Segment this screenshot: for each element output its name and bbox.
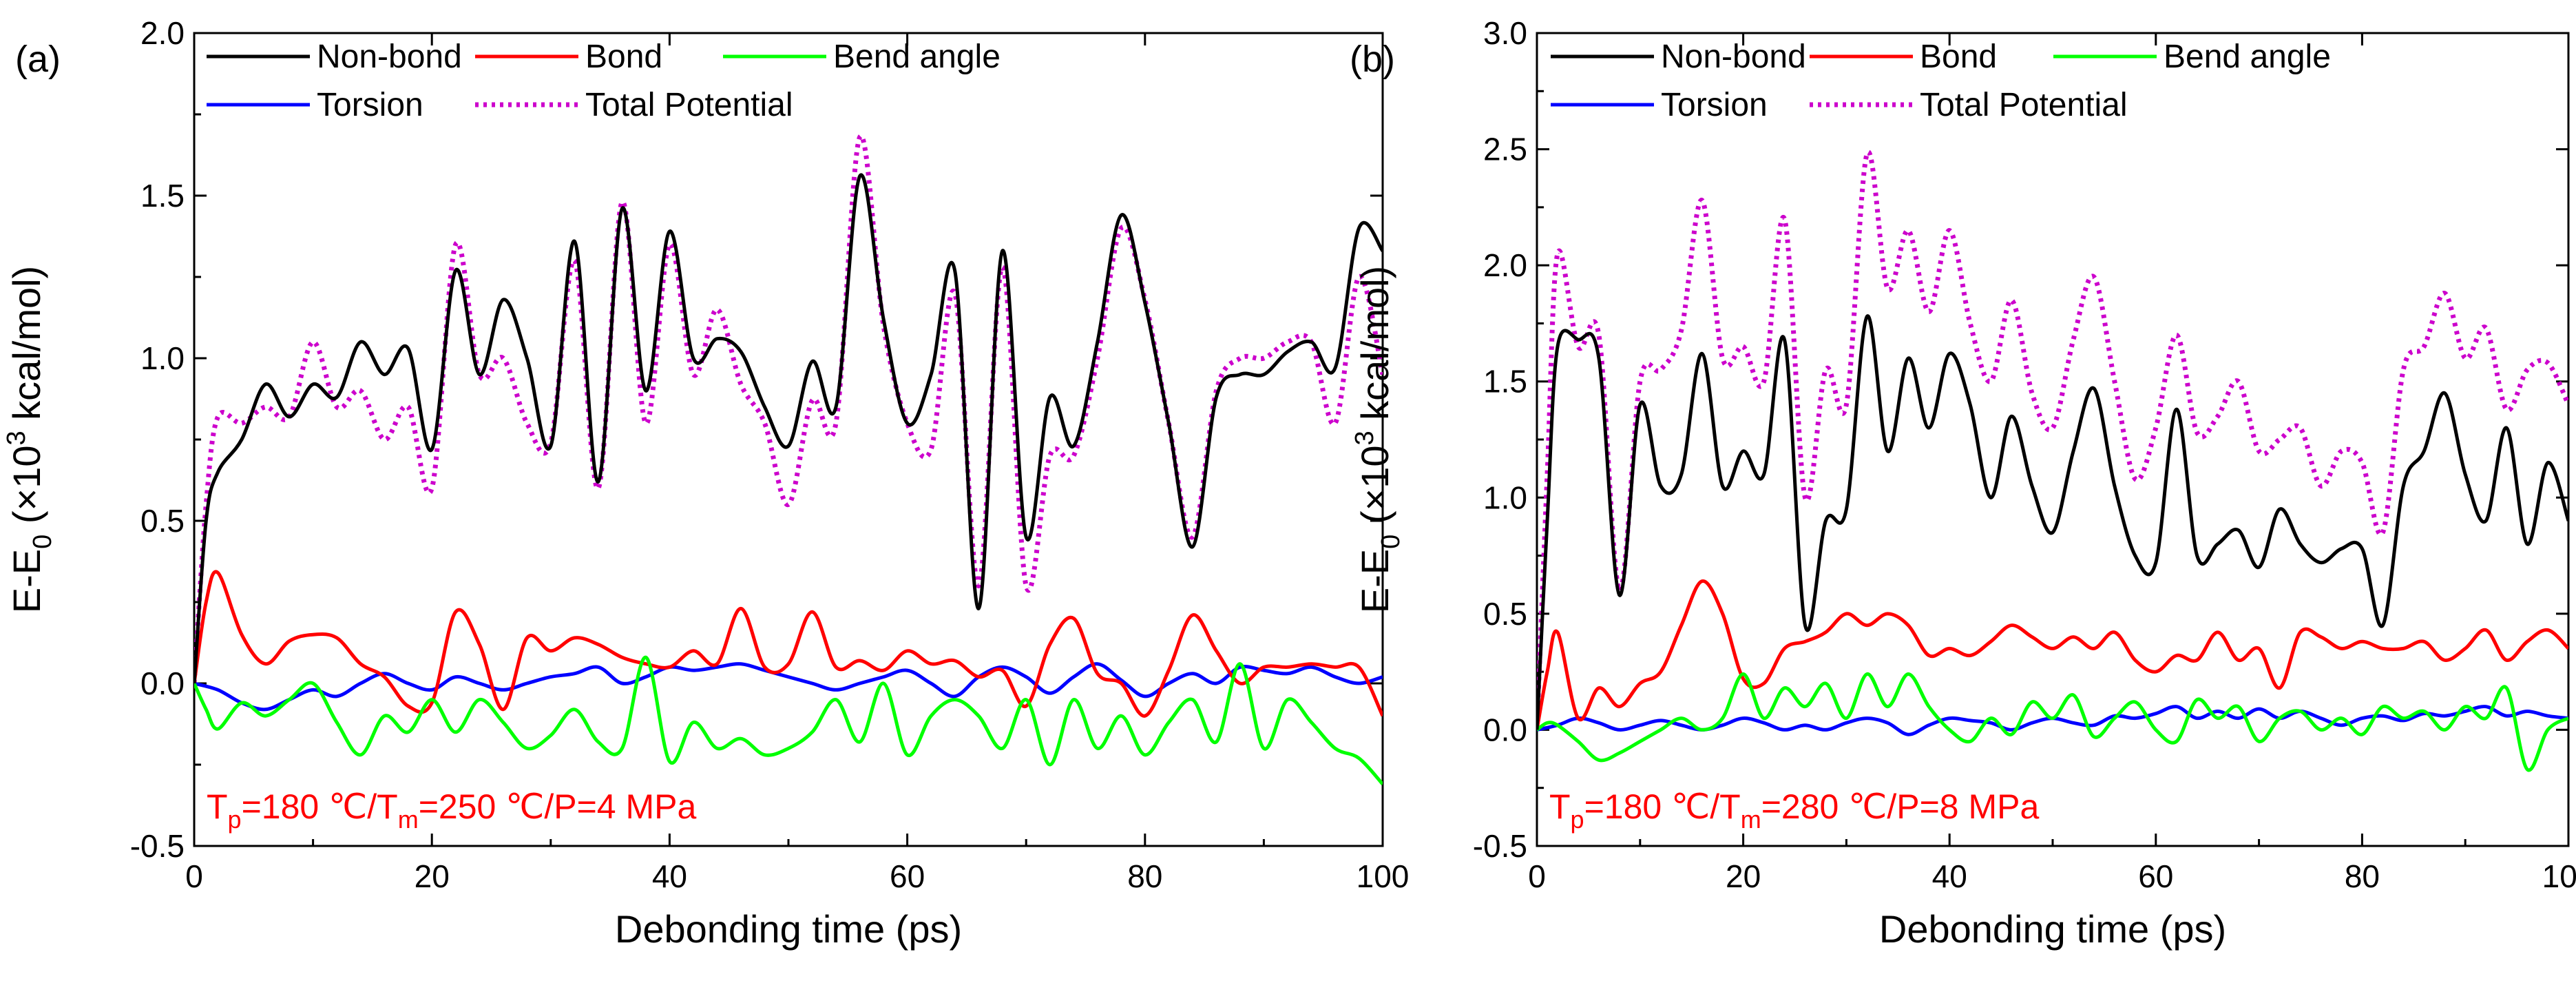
series-line-torsion <box>1537 705 2568 736</box>
condition-annotation: Tp=180 ℃/Tm=280 ℃/P=8 MPa <box>1549 787 2039 834</box>
y-axis-label: E-E0 (×103 kcal/mol) <box>2 266 57 613</box>
y-tick-label: 2.5 <box>1483 132 1527 167</box>
y-tick-label: 1.5 <box>1483 364 1527 400</box>
x-tick-label: 0 <box>1528 858 1546 894</box>
x-axis-label: Debonding time (ps) <box>1879 907 2226 951</box>
panel-label: (a) <box>15 39 61 80</box>
series-line-total-potential <box>1537 149 2568 730</box>
y-tick-label: 0.0 <box>1483 712 1527 747</box>
x-tick-label: 20 <box>415 858 450 894</box>
x-tick-label: 20 <box>1726 858 1761 894</box>
y-tick-label: 1.0 <box>140 340 185 376</box>
series-line-bend-angle <box>194 655 1383 785</box>
y-tick-label: 2.0 <box>140 15 185 51</box>
x-tick-label: 40 <box>1932 858 1967 894</box>
legend-label-bond: Bond <box>1920 39 1997 75</box>
panel-a: 0 20 40 60 80 100 -0.5 0.0 0.5 1.0 1.5 2.0 Debonding… <box>2 15 1409 951</box>
series-line-torsion <box>194 662 1383 712</box>
x-axis-label: Debonding time (ps) <box>615 907 962 951</box>
y-tick-label: -0.5 <box>1473 828 1527 864</box>
legend-label-torsion: Torsion <box>317 87 423 123</box>
legend-label-bend-angle: Bend angle <box>833 39 1001 75</box>
series-group <box>194 133 1383 785</box>
legend-label-non-bond: Non-bond <box>317 39 462 75</box>
legend-label-torsion: Torsion <box>1661 87 1768 123</box>
legend-label-non-bond: Non-bond <box>1661 39 1806 75</box>
x-tick-label: 60 <box>2138 858 2173 894</box>
y-tick-label: 0.0 <box>140 665 185 701</box>
legend-label-bend-angle: Bend angle <box>2164 39 2331 75</box>
x-tick-label: 40 <box>652 858 687 894</box>
series-line-bond <box>194 570 1383 718</box>
legend-label-bond: Bond <box>585 39 662 75</box>
x-tick-label: 80 <box>1127 858 1162 894</box>
legend-label-total-potential: Total Potential <box>585 87 793 123</box>
legend-label-total-potential: Total Potential <box>1920 87 2128 123</box>
x-tick-label: 100 <box>1357 858 1410 894</box>
x-tick-label: 100 <box>2542 858 2576 894</box>
x-tick-label: 0 <box>185 858 203 894</box>
series-line-non-bond <box>194 173 1383 684</box>
y-tick-label: 0.5 <box>1483 596 1527 632</box>
condition-annotation: Tp=180 ℃/Tm=250 ℃/P=4 MPa <box>207 787 696 834</box>
y-tick-label: 3.0 <box>1483 15 1527 51</box>
y-axis-label: E-E0 (×103 kcal/mol) <box>1350 266 1405 613</box>
panel-b: 0 20 40 60 80 100 -0.5 0.0 0.5 1.0 1.5 2.0 2.5 3.0 Deb… <box>1350 15 2576 951</box>
y-tick-label: -0.5 <box>130 828 185 864</box>
x-tick-label: 60 <box>890 858 925 894</box>
x-tick-label: 80 <box>2345 858 2380 894</box>
series-line-non-bond <box>1537 314 2568 730</box>
y-tick-label: 1.5 <box>140 178 185 214</box>
series-line-bond <box>1537 579 2568 730</box>
series-group <box>1537 149 2568 772</box>
series-line-total-potential <box>194 133 1383 684</box>
y-tick-label: 0.5 <box>140 503 185 539</box>
y-tick-label: 2.0 <box>1483 247 1527 283</box>
y-tick-label: 1.0 <box>1483 479 1527 515</box>
series-line-bend-angle <box>1537 672 2568 772</box>
panel-label: (b) <box>1350 39 1395 80</box>
